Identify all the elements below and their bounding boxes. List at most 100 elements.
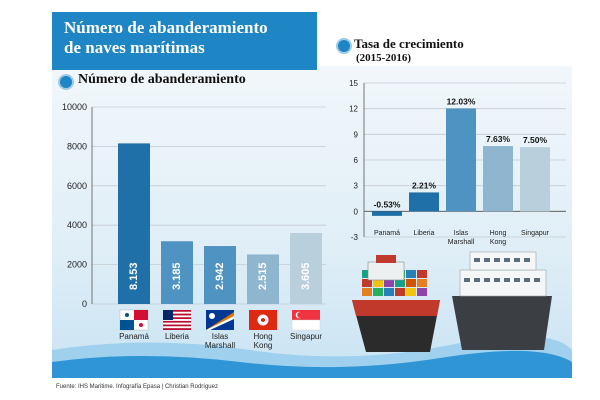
cruise-ship-upper-deck xyxy=(469,251,537,271)
container-box xyxy=(406,288,416,296)
chart1-value-label: 3.605 xyxy=(300,262,312,290)
chart1-value-label: 2.515 xyxy=(257,262,269,290)
chart1-bar xyxy=(118,143,150,304)
flag-part xyxy=(163,320,191,323)
container-box xyxy=(417,288,427,296)
chart2-y-tick-label: 0 xyxy=(354,207,359,216)
chart1-x-tick-label: Singapur xyxy=(290,332,322,341)
chart2-x-tick-label: Islas xyxy=(454,230,469,237)
cruise-ship-window xyxy=(464,278,470,282)
flag-part xyxy=(163,311,191,314)
flag-icon-islas-marshall xyxy=(206,310,234,330)
flag-part xyxy=(297,312,304,318)
container-ship-stripe xyxy=(352,300,440,316)
chart1-bar xyxy=(290,232,322,304)
container-ship-bridge xyxy=(367,261,405,281)
chart1-x-tick-label: Marshall xyxy=(205,341,235,350)
chart2-value-label: 2.21% xyxy=(412,180,437,190)
container-box xyxy=(406,279,416,287)
flag-part xyxy=(209,313,215,319)
flag-part xyxy=(163,328,191,330)
flag-part xyxy=(139,323,143,327)
source-note: Fuente: IHS Maritime. Infografía Epasa |… xyxy=(56,384,218,390)
chart2-x-tick-label: Singapur xyxy=(521,230,550,237)
container-box xyxy=(395,288,405,296)
flag-part xyxy=(163,315,191,318)
container-box xyxy=(417,279,427,287)
chart1-bullet-icon xyxy=(58,74,74,90)
container-ship-icon xyxy=(352,255,440,352)
chart1-y-tick-label: 2000 xyxy=(67,260,87,270)
chart2-value-label: 7.50% xyxy=(523,135,548,145)
chart1-bar xyxy=(161,241,193,304)
chart2-value-label: 7.63% xyxy=(486,134,511,144)
cruise-ship-deck xyxy=(459,269,547,297)
chart2-bar xyxy=(446,108,476,212)
flag-icon-singapur xyxy=(291,310,321,331)
cruise-ship-window xyxy=(504,258,510,262)
flag-part xyxy=(163,319,191,321)
flag-part xyxy=(163,310,191,312)
chart2-y-tick-label: 15 xyxy=(349,79,358,88)
cruise-ship-window xyxy=(524,278,530,282)
chart2-y-tick-label: 6 xyxy=(354,156,359,165)
container-box xyxy=(362,288,372,296)
cruise-ship-window xyxy=(524,258,530,262)
chart2-x-tick-label: Kong xyxy=(490,239,506,246)
flag-part xyxy=(291,319,321,331)
cruise-ship-window xyxy=(534,278,540,282)
chart2-y-tick-label: 12 xyxy=(349,105,358,114)
chart1-x-tick-label: Islas xyxy=(212,332,228,341)
container-box xyxy=(384,279,394,287)
flag-part xyxy=(163,322,191,325)
chart2-value-label: 12.03% xyxy=(447,96,476,106)
chart1-value-label: 3.185 xyxy=(171,262,183,290)
chart1-y-tick-label: 6000 xyxy=(67,181,87,191)
chart1-y-tick-label: 10000 xyxy=(62,102,87,112)
cruise-ship-window xyxy=(474,278,480,282)
cruise-ship-icon xyxy=(452,251,552,350)
chart1-value-label: 2.942 xyxy=(214,262,226,290)
chart1-value-label: 8.153 xyxy=(128,262,140,290)
title-line-2: de naves marítimas xyxy=(64,38,205,57)
header-banner xyxy=(52,12,317,70)
infographic-title: Número de abanderamiento de naves maríti… xyxy=(64,18,314,58)
container-box xyxy=(373,288,383,296)
cruise-ship-window xyxy=(504,278,510,282)
flag-part xyxy=(206,316,234,330)
chart2-bullet-icon xyxy=(336,38,352,54)
flag-part xyxy=(292,310,320,320)
flag-part xyxy=(163,310,173,320)
chart1-x-tick-label: Hong xyxy=(253,332,272,341)
container-box xyxy=(362,270,372,278)
chart1-x-tick-label: Kong xyxy=(254,341,273,350)
flag-icon-hong-kong xyxy=(249,310,277,330)
title-line-1: Número de abanderamiento xyxy=(64,18,268,37)
chart2-x-tick-label: Hong xyxy=(490,230,507,237)
chart1-x-tick-label: Liberia xyxy=(165,332,190,341)
chart2-bar xyxy=(409,192,439,212)
cruise-ship-window xyxy=(514,258,520,262)
flag-part xyxy=(125,313,129,317)
cruise-ship-window xyxy=(484,258,490,262)
flag-part xyxy=(134,310,148,320)
chart2-y-tick-label: 3 xyxy=(354,182,359,191)
wave-front xyxy=(52,350,572,378)
chart2-title: Tasa de crecimiento xyxy=(354,36,464,51)
cruise-ship-window xyxy=(484,278,490,282)
chart2-bar xyxy=(372,211,402,216)
cruise-ship-hull xyxy=(452,296,552,350)
cruise-ship-window xyxy=(494,258,500,262)
chart2-bar xyxy=(483,146,513,212)
flag-part xyxy=(261,318,265,322)
container-box xyxy=(384,288,394,296)
chart1-title: Número de abanderamiento xyxy=(78,72,246,87)
container-box xyxy=(406,270,416,278)
flag-icon-liberia xyxy=(163,310,191,330)
container-box xyxy=(395,279,405,287)
container-box xyxy=(373,279,383,287)
chart2-y-tick-label: 9 xyxy=(354,130,359,139)
flag-part xyxy=(163,313,191,316)
container-box xyxy=(417,270,427,278)
